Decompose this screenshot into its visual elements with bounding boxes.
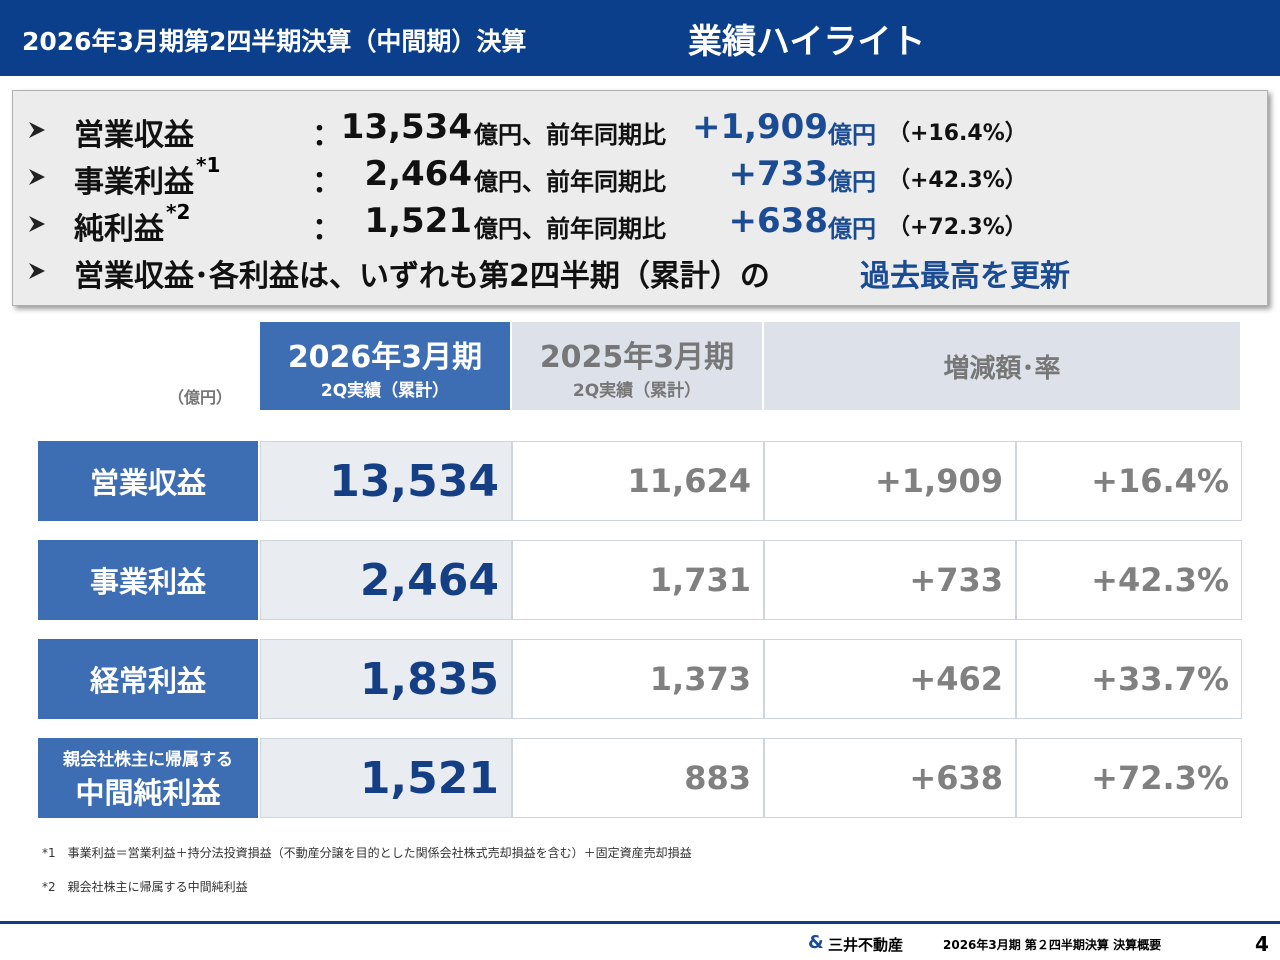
column-header: 増減額･率 — [764, 322, 1240, 410]
cell: 13,534 — [260, 441, 512, 521]
row-label-prefix: 親会社株主に帰属する — [63, 749, 233, 770]
value: 2,464 — [364, 154, 472, 194]
cell: +638 — [764, 738, 1016, 818]
colon: ： — [312, 165, 342, 200]
change-unit: 億円 — [828, 168, 876, 196]
subtitle: 業績ハイライト — [688, 22, 926, 62]
document-name: 2026年3月期 第２四半期決算 決算概要 — [943, 938, 1162, 952]
cell: 883 — [512, 738, 764, 818]
change-unit: 億円 — [828, 215, 876, 243]
row-label: 事業利益 — [38, 540, 258, 620]
row-label: 経常利益 — [38, 639, 258, 719]
cell: 2,464 — [260, 540, 512, 620]
row-label-text: 営業収益 — [89, 466, 206, 500]
note-mark: *2 — [166, 200, 191, 224]
footnote: *1 事業利益＝営業利益＋持分法投資損益（不動産分譲を目的とした関係会社株式売却… — [42, 846, 692, 860]
row-label: 営業収益 — [38, 441, 258, 521]
svg-text:&: & — [808, 932, 824, 952]
rate: （+72.3%） — [888, 215, 1027, 240]
column-title: 2026年3月期 — [287, 339, 483, 375]
cell: +1,909 — [764, 441, 1016, 521]
row-label-text: 事業利益 — [89, 565, 206, 599]
colon: ： — [312, 212, 342, 247]
label: 営業収益 — [74, 118, 194, 153]
highlight-box — [12, 90, 1268, 306]
column-title: 増減額･率 — [943, 353, 1061, 384]
cell: +72.3% — [1016, 738, 1242, 818]
footer-rule — [0, 921, 1280, 924]
label: 事業利益 — [74, 165, 194, 200]
value: 13,534 — [340, 107, 472, 147]
cell: +42.3% — [1016, 540, 1242, 620]
bullet — [29, 122, 45, 138]
change-unit: 億円 — [828, 121, 876, 149]
cell: +462 — [764, 639, 1016, 719]
rate: （+42.3%） — [888, 168, 1027, 193]
footnote: *2 親会社株主に帰属する中間純利益 — [42, 880, 248, 894]
header-bar: 2026年3月期第2四半期決算（中間期）決算 業績ハイライト — [0, 0, 1280, 76]
value: 1,521 — [364, 201, 472, 241]
change: +638 — [728, 201, 828, 241]
unit: 億円、前年同期比 — [474, 121, 666, 149]
cell: +33.7% — [1016, 639, 1242, 719]
change: +1,909 — [691, 107, 828, 147]
note-mark: *1 — [196, 153, 221, 177]
column-header: 2025年3月期 2Q実績（累計） — [512, 322, 762, 410]
column-header: 2026年3月期 2Q実績（累計） — [260, 322, 510, 410]
row-label-text: 中間純利益 — [75, 775, 221, 810]
cell: 1,731 — [512, 540, 764, 620]
cell: 1,521 — [260, 738, 512, 818]
cell: +16.4% — [1016, 441, 1242, 521]
summary-emphasis: 過去最高を更新 — [860, 259, 1070, 294]
row-label-text: 経常利益 — [89, 664, 206, 698]
column-subtitle: 2Q実績（累計） — [572, 380, 702, 401]
summary: 営業収益･各利益は、いずれも第2四半期（累計）の — [74, 259, 770, 294]
change: +733 — [728, 154, 828, 194]
label: 純利益 — [74, 212, 164, 247]
cell: +733 — [764, 540, 1016, 620]
colon: ： — [312, 118, 342, 153]
cell: 11,624 — [512, 441, 764, 521]
unit: （億円） — [168, 388, 233, 407]
company: 三井不動産 — [828, 936, 904, 954]
page-number: 4 — [1255, 932, 1269, 956]
row-label: 親会社株主に帰属する中間純利益 — [38, 738, 258, 818]
column-subtitle: 2Q実績（累計） — [320, 380, 450, 401]
cell: 1,835 — [260, 639, 512, 719]
unit: 億円、前年同期比 — [474, 215, 666, 243]
title: 2026年3月期第2四半期決算（中間期）決算 — [22, 27, 527, 56]
bullet — [29, 263, 45, 279]
unit: 億円、前年同期比 — [474, 168, 666, 196]
logo-mark: & — [808, 932, 824, 952]
rate: （+16.4%） — [888, 121, 1027, 146]
column-title: 2025年3月期 — [539, 339, 735, 375]
bullet — [29, 169, 45, 185]
cell: 1,373 — [512, 639, 764, 719]
bullet — [29, 216, 45, 232]
